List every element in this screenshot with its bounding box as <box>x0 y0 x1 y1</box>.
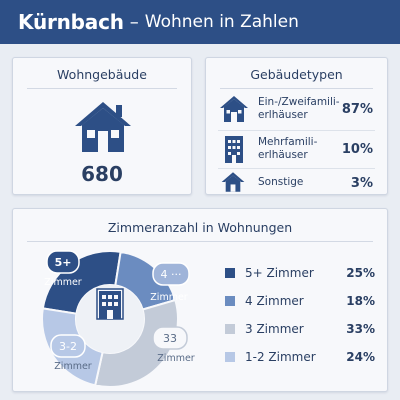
title-separator: – <box>129 11 139 33</box>
donut-label-1-2: 3-2 Zimmer <box>50 334 92 372</box>
page-subtitle: Wohnen in Zahlen <box>144 12 299 32</box>
legend-percent: 25% <box>346 266 375 280</box>
wohngebaeude-count: 680 <box>81 162 123 186</box>
legend-percent: 33% <box>346 322 375 336</box>
svg-text:4 ···: 4 ··· <box>161 268 182 281</box>
svg-text:3-2: 3-2 <box>59 340 77 353</box>
donut-label-3: 33 Zimmer <box>152 326 195 364</box>
zimmeranzahl-card: Zimmeranzahl in Wohnungen 5+ Zimmer 4 ··… <box>12 208 388 392</box>
svg-text:Zimmer: Zimmer <box>44 277 82 288</box>
apartment-building-icon <box>225 136 243 163</box>
wohngebaeude-card: Wohngebäude 680 <box>12 57 192 195</box>
small-house-icon <box>221 172 245 192</box>
svg-text:Zimmer: Zimmer <box>157 353 195 364</box>
house-icon <box>75 102 131 152</box>
divider <box>218 168 375 169</box>
type-row-sonstige: Sonstige 3% <box>206 166 387 202</box>
wohngebaeude-title: Wohngebäude <box>57 67 147 82</box>
zimmeranzahl-title: Zimmeranzahl in Wohnungen <box>107 220 293 235</box>
divider <box>220 88 373 89</box>
legend-item: 5+ Zimmer 25% <box>225 264 375 282</box>
legend-percent: 24% <box>346 350 375 364</box>
legend-swatch <box>225 296 235 306</box>
type-label: Ein-/Zweifamili- erlhäuser <box>258 96 340 121</box>
legend-item: 4 Zimmer 18% <box>225 292 375 310</box>
donut-label-4: 4 ··· Zimmer <box>150 262 190 303</box>
type-label: Sonstige <box>258 176 304 188</box>
page-title: Kürnbach <box>18 10 124 34</box>
gebaeudetypen-title: Gebäudetypen <box>250 67 343 82</box>
legend-label: 1-2 Zimmer <box>245 350 316 364</box>
svg-text:Zimmer: Zimmer <box>54 361 92 372</box>
type-percent: 10% <box>341 142 373 157</box>
legend-swatch <box>225 352 235 362</box>
house-icon <box>220 96 248 122</box>
legend-label: 3 Zimmer <box>245 322 304 336</box>
svg-text:5+: 5+ <box>55 256 72 269</box>
page-header: Kürnbach – Wohnen in Zahlen <box>0 0 400 44</box>
legend-item: 3 Zimmer 33% <box>225 320 375 338</box>
type-label: Mehrfamili- erlhäuser <box>258 136 318 161</box>
type-row-einfamilien: Ein-/Zweifamili- erlhäuser 87% <box>206 92 387 128</box>
divider <box>218 130 375 131</box>
legend-percent: 18% <box>346 294 375 308</box>
type-percent: 87% <box>341 102 373 117</box>
donut-chart: 5+ Zimmer 4 ··· Zimmer 33 Zimmer 3-2 Zim… <box>41 250 195 388</box>
svg-text:Zimmer: Zimmer <box>150 292 188 303</box>
donut-label-5plus: 5+ Zimmer <box>44 250 82 288</box>
type-percent: 3% <box>350 176 373 191</box>
legend-label: 5+ Zimmer <box>245 266 314 280</box>
divider <box>27 241 373 242</box>
legend-label: 4 Zimmer <box>245 294 304 308</box>
type-row-mehrfamilien: Mehrfamili- erlhäuser 10% <box>206 132 387 168</box>
divider <box>27 88 177 89</box>
svg-text:33: 33 <box>163 332 177 345</box>
legend-swatch <box>225 268 235 278</box>
apartment-building-icon <box>96 288 124 320</box>
legend-swatch <box>225 324 235 334</box>
legend-item: 1-2 Zimmer 24% <box>225 348 375 366</box>
gebaeudetypen-card: Gebäudetypen Ein-/Zweifamili- erlhäuser … <box>205 57 388 195</box>
